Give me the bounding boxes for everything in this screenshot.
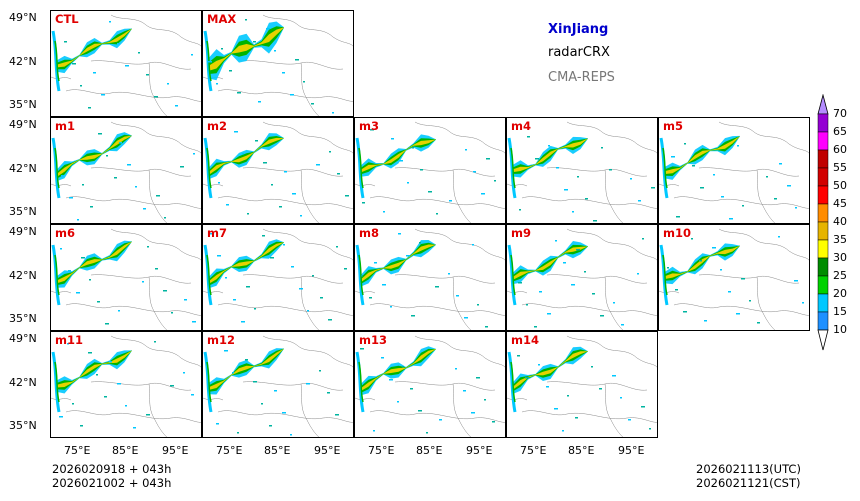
init-time-utc: 2026020918 + 043h [52, 462, 172, 476]
colorbar-segment [817, 221, 829, 241]
map-panel-m5: m5 [658, 117, 810, 224]
panel-label: m5 [663, 119, 683, 133]
colorbar-level-label: 35 [833, 233, 847, 246]
panel-label: m8 [359, 226, 379, 240]
map-panel-m11: m11 [50, 331, 202, 438]
colorbar-segment [817, 167, 829, 187]
map-panel-m9: m9 [506, 224, 658, 331]
colorbar-level-label: 10 [833, 323, 847, 336]
panel-label: m2 [207, 119, 227, 133]
colorbar-level-label: 25 [833, 269, 847, 282]
map-panel-ctl: CTL [50, 10, 202, 117]
panel-label: CTL [55, 12, 79, 26]
lat-tick-label: 42°N [9, 55, 37, 68]
map-panel-m10: m10 [658, 224, 810, 331]
lat-tick-label: 49°N [9, 332, 37, 345]
lon-tick-label: 85°E [264, 444, 291, 457]
colorbar-level-label: 65 [833, 125, 847, 138]
lon-tick-label: 95°E [466, 444, 493, 457]
map-panel-max: MAX [202, 10, 354, 117]
colorbar-level-label: 30 [833, 251, 847, 264]
panel-label: m1 [55, 119, 75, 133]
map-panel-m1: m1 [50, 117, 202, 224]
colorbar-segment [817, 239, 829, 259]
lon-tick-label: 85°E [568, 444, 595, 457]
map-panel-m3: m3 [354, 117, 506, 224]
colorbar-level-label: 20 [833, 287, 847, 300]
lat-tick-label: 49°N [9, 11, 37, 24]
lon-tick-label: 95°E [618, 444, 645, 457]
colorbar-segment [817, 275, 829, 295]
colorbar-segment [817, 131, 829, 151]
map-panel-m13: m13 [354, 331, 506, 438]
colorbar-segment [817, 113, 829, 133]
colorbar-level-label: 40 [833, 215, 847, 228]
map-panel-m7: m7 [202, 224, 354, 331]
map-panel-m2: m2 [202, 117, 354, 224]
panel-label: m14 [511, 333, 539, 347]
lon-tick-label: 75°E [368, 444, 395, 457]
map-panel-m6: m6 [50, 224, 202, 331]
lon-tick-label: 95°E [162, 444, 189, 457]
colorbar-extend-bottom [817, 329, 829, 351]
lon-tick-label: 85°E [416, 444, 443, 457]
panel-label: m11 [55, 333, 83, 347]
lat-tick-label: 35°N [9, 419, 37, 432]
map-panel-m8: m8 [354, 224, 506, 331]
lat-tick-label: 49°N [9, 225, 37, 238]
lat-tick-label: 35°N [9, 312, 37, 325]
lon-tick-label: 75°E [520, 444, 547, 457]
panel-label: m3 [359, 119, 379, 133]
lon-tick-label: 95°E [314, 444, 341, 457]
panel-label: MAX [207, 12, 237, 26]
map-panel-m12: m12 [202, 331, 354, 438]
panel-label: m4 [511, 119, 531, 133]
panel-label: m13 [359, 333, 387, 347]
colorbar-extend-top [817, 94, 829, 115]
lon-tick-label: 85°E [112, 444, 139, 457]
colorbar-level-label: 55 [833, 161, 847, 174]
system-title: CMA-REPS [548, 70, 615, 85]
colorbar-segment [817, 149, 829, 169]
colorbar-segment [817, 293, 829, 313]
colorbar-level-label: 15 [833, 305, 847, 318]
variable-title: radarCRX [548, 45, 610, 60]
map-panel-m14: m14 [506, 331, 658, 438]
region-title: XinJiang [548, 22, 609, 37]
lon-tick-label: 75°E [216, 444, 243, 457]
colorbar-level-label: 70 [833, 107, 847, 120]
panel-label: m7 [207, 226, 227, 240]
valid-time-utc: 2026021113(UTC) [696, 462, 801, 476]
colorbar-level-label: 60 [833, 143, 847, 156]
panel-label: m10 [663, 226, 691, 240]
colorbar-segment [817, 203, 829, 223]
panel-label: m6 [55, 226, 75, 240]
lat-tick-label: 35°N [9, 98, 37, 111]
colorbar-segment [817, 257, 829, 277]
init-time-cst: 2026021002 + 043h [52, 476, 172, 490]
lat-tick-label: 42°N [9, 376, 37, 389]
colorbar-segment [817, 185, 829, 205]
panel-label: m9 [511, 226, 531, 240]
lat-tick-label: 42°N [9, 162, 37, 175]
map-panel-m4: m4 [506, 117, 658, 224]
valid-time-cst: 2026021121(CST) [696, 476, 801, 490]
lat-tick-label: 42°N [9, 269, 37, 282]
lon-tick-label: 75°E [64, 444, 91, 457]
colorbar-level-label: 50 [833, 179, 847, 192]
colorbar-graphic [817, 94, 829, 351]
lat-tick-label: 49°N [9, 118, 37, 131]
colorbar-level-label: 45 [833, 197, 847, 210]
colorbar-segment [817, 311, 829, 331]
lat-tick-label: 35°N [9, 205, 37, 218]
panel-label: m12 [207, 333, 235, 347]
